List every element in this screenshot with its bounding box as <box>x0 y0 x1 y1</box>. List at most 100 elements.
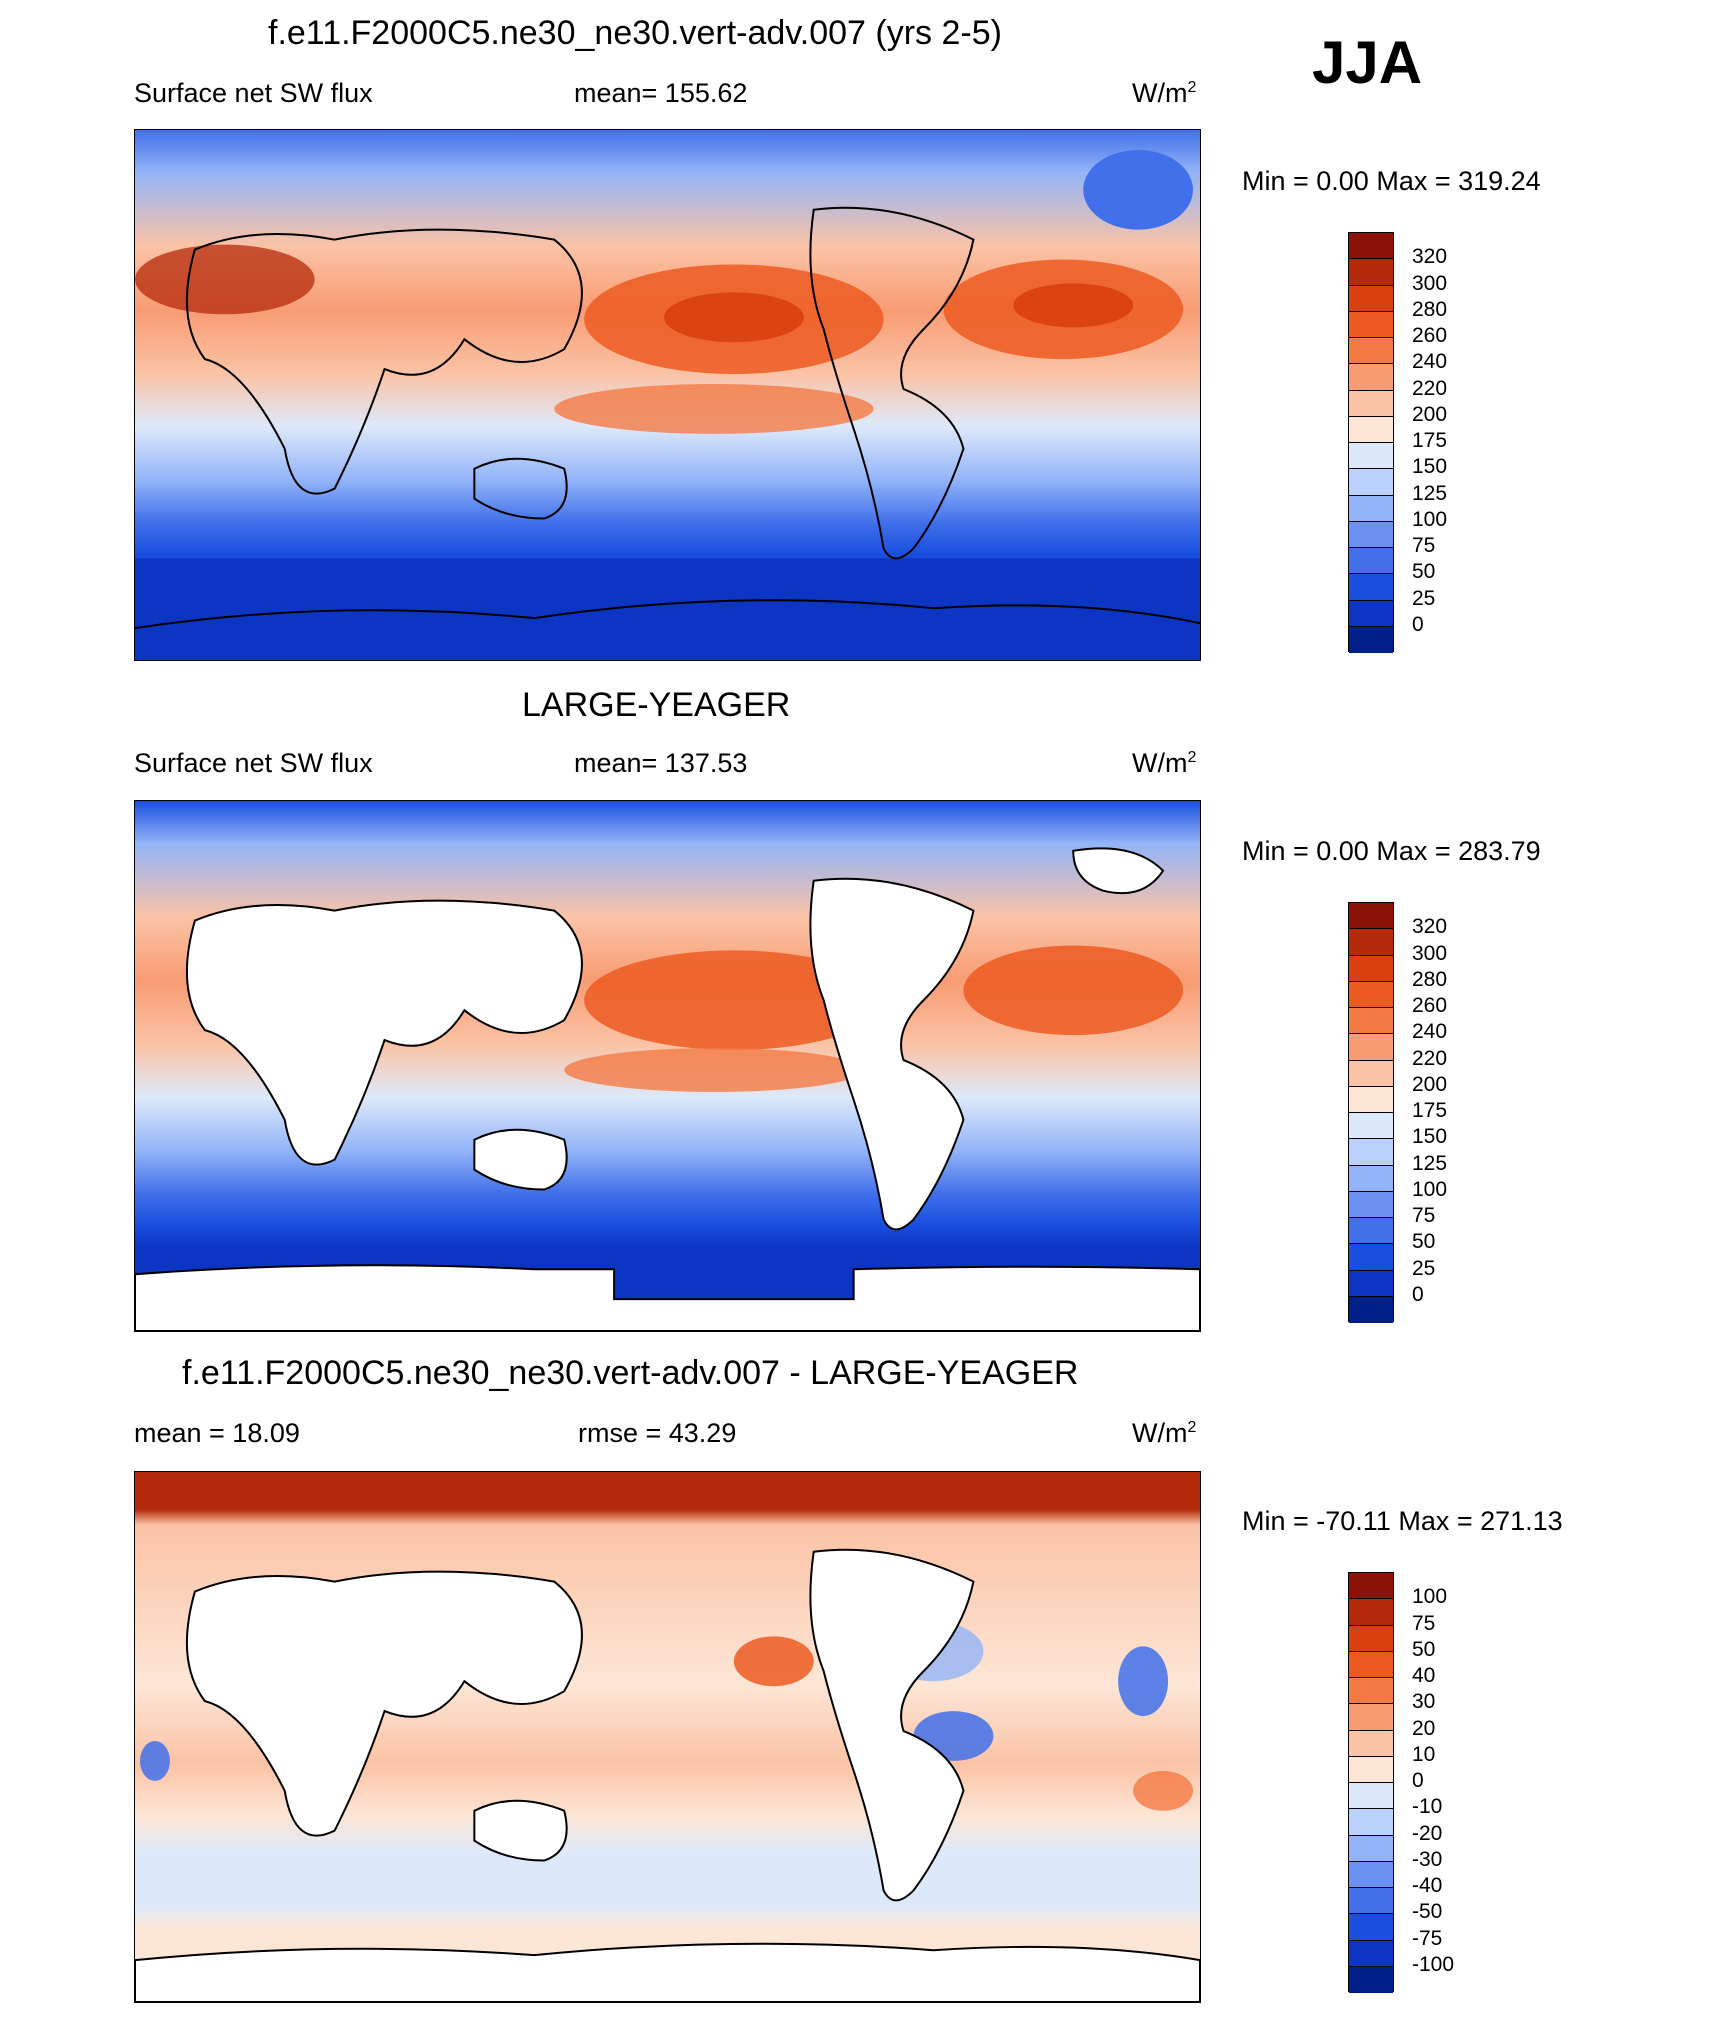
panel1-minmax: Min = 0.00 Max = 319.24 <box>1242 166 1541 196</box>
panel2-variable-label: Surface net SW flux <box>134 748 373 778</box>
panel1-units: W/m2 <box>1132 78 1197 108</box>
panel1-colorbar-tick-label: 220 <box>1412 376 1448 400</box>
panel3-colorbar-segment <box>1349 1861 1393 1888</box>
panel1-colorbar-segment <box>1349 311 1393 338</box>
panel1-colorbar-tick-label: 100 <box>1412 507 1448 531</box>
panel2-colorbar-tick-label: 175 <box>1412 1099 1448 1122</box>
panel1-map-svg <box>135 130 1200 660</box>
panel1-colorbar-tick-label: 320 <box>1412 245 1448 269</box>
panel2-colorbar-segment <box>1349 981 1393 1008</box>
panel2-colorbar-tick-label: 0 <box>1412 1282 1424 1306</box>
panel1-colorbar-segment <box>1349 285 1393 312</box>
panel1-map <box>134 129 1201 661</box>
panel3-colorbar-tick-label: -30 <box>1412 1847 1443 1871</box>
panel1-australia-coast <box>473 457 568 520</box>
panel3-colorbar-segment <box>1349 1704 1393 1731</box>
panel3-colorbar-segment <box>1349 1678 1393 1705</box>
panel2-natl-high <box>963 945 1184 1036</box>
panel3-colorbar-segment <box>1349 1966 1393 1993</box>
panel2-colorbar-segment <box>1349 929 1393 956</box>
panel3-colorbar-tick-label: 30 <box>1412 1690 1436 1714</box>
panel3-colorbar-segment <box>1349 1888 1393 1915</box>
panel1-colorbar-segment <box>1349 600 1393 627</box>
panel1-colorbar-tick-label: 200 <box>1412 402 1448 426</box>
panel2-colorbar-segment <box>1349 1244 1393 1271</box>
panel2-colorbar-segment <box>1349 1191 1393 1218</box>
panel2-colorbar-segment <box>1349 1034 1393 1061</box>
panel1-colorbar-segment <box>1349 364 1393 391</box>
panel2-colorbar-tick-label: 50 <box>1412 1230 1436 1254</box>
panel1-colorbar-segment <box>1349 416 1393 443</box>
panel3-natl-negative <box>1118 1646 1169 1717</box>
panel1-mideast-high <box>135 244 315 315</box>
panel1-colorbar-segment <box>1349 574 1393 601</box>
panel3-colorbar-segment <box>1349 1625 1393 1652</box>
panel3-colorbar-segment <box>1349 1756 1393 1783</box>
panel2-colorbar-tick-label: 300 <box>1412 941 1448 965</box>
panel2-colorbar-tick-label: 100 <box>1412 1177 1448 1201</box>
panel1-colorbar-segment <box>1349 390 1393 417</box>
panel2-colorbar-segment <box>1349 1296 1393 1323</box>
panel1-colorbar-segment <box>1349 495 1393 522</box>
panel1-colorbar-tick-label: 260 <box>1412 324 1448 347</box>
panel2-colorbar-segment <box>1349 1060 1393 1087</box>
panel1-eurasia-africa-coast <box>185 228 583 495</box>
panel3-colorbar-segment <box>1349 1940 1393 1967</box>
panel3-colorbar-segment <box>1349 1573 1393 1600</box>
panel2-colorbar-tick-label: 25 <box>1412 1256 1436 1280</box>
panel1-colorbar-tick-label: 240 <box>1412 350 1448 374</box>
panel2-colorbar-tick-label: 220 <box>1412 1046 1448 1070</box>
panel1-colorbar-segment <box>1349 521 1393 548</box>
panel2-colorbar-tick-label: 200 <box>1412 1072 1448 1096</box>
panel3-colorbar-segment <box>1349 1835 1393 1862</box>
panel2-minmax: Min = 0.00 Max = 283.79 <box>1242 836 1541 866</box>
panel1-colorbar-segment <box>1349 548 1393 575</box>
panel1-americas-coast <box>809 206 975 560</box>
panel3-minmax: Min = -70.11 Max = 271.13 <box>1242 1506 1563 1536</box>
panel3-australia-land <box>473 1799 568 1862</box>
panel2-colorbar-tick-label: 320 <box>1412 915 1448 939</box>
panel2-colorbar-tick-label: 280 <box>1412 967 1448 991</box>
panel2-eurasia-africa-land <box>185 899 583 1166</box>
panel2-americas-land <box>809 877 975 1231</box>
panel3-colorbar-tick-label: 10 <box>1412 1742 1436 1766</box>
panel2-greenland-land <box>1072 847 1165 895</box>
panel1-colorbar-tick-label: 280 <box>1412 297 1448 321</box>
panel2-map-svg <box>135 801 1200 1331</box>
panel2-colorbar-segment <box>1349 1086 1393 1113</box>
panel3-colorbar-segment <box>1349 1730 1393 1757</box>
panel1-colorbar-tick-label: 150 <box>1412 455 1448 479</box>
panel1-greenland <box>1083 149 1194 230</box>
panel1-colorbar-segment <box>1349 626 1393 653</box>
panel1-antarctic-band <box>135 558 1200 660</box>
panel2-units: W/m2 <box>1132 748 1197 778</box>
panel1-colorbar-segment <box>1349 338 1393 365</box>
panel1-natl-core <box>1013 283 1134 328</box>
panel3-colorbar <box>1348 1572 1394 1993</box>
season-label: JJA <box>1312 29 1423 96</box>
panel1-npac-core <box>664 292 804 343</box>
panel2-spac-band <box>564 1048 864 1092</box>
panel1-colorbar-tick-label: 175 <box>1412 429 1448 452</box>
panel2-colorbar-tick-label: 125 <box>1412 1151 1448 1175</box>
panel3-mean-label: mean = 18.09 <box>134 1418 300 1448</box>
panel3-ind-negative <box>139 1740 170 1781</box>
panel3-eurasia-africa-land <box>185 1570 583 1837</box>
panel2-colorbar-segment <box>1349 903 1393 930</box>
panel3-colorbar-tick-label: 40 <box>1412 1664 1436 1687</box>
panel2-colorbar-segment <box>1349 1008 1393 1035</box>
panel3-colorbar-segment <box>1349 1914 1393 1941</box>
panel3-colorbar-segment <box>1349 1651 1393 1678</box>
panel3-antarctica-land <box>135 1942 1200 2002</box>
panel3-colorbar-tick-label: 50 <box>1412 1637 1436 1661</box>
panel2-colorbar-tick-label: 150 <box>1412 1125 1448 1149</box>
panel1-antarctica-coast <box>135 599 1200 630</box>
panel1-colorbar-tick-label: 75 <box>1412 534 1436 557</box>
panel3-colorbar-tick-label: -20 <box>1412 1821 1443 1845</box>
panel3-colorbar-tick-label: 20 <box>1412 1716 1436 1740</box>
panel1-colorbar-segment <box>1349 233 1393 260</box>
panel2-mean-label: mean= 137.53 <box>574 748 748 778</box>
panel3-colorbar-tick-label: 0 <box>1412 1769 1424 1792</box>
panel3-americas-land <box>809 1548 975 1902</box>
panel1-colorbar-tick-label: 125 <box>1412 481 1448 505</box>
